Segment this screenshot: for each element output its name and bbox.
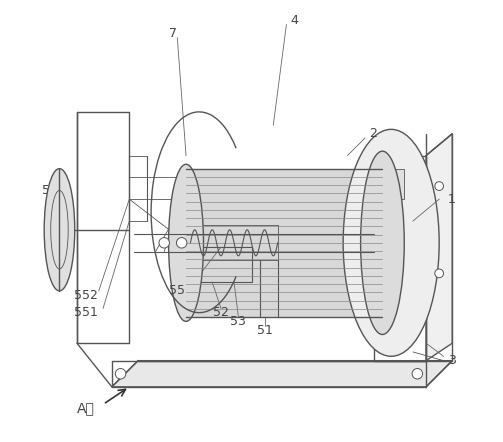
Bar xyxy=(378,169,404,199)
Text: 52: 52 xyxy=(213,306,229,319)
Text: 54: 54 xyxy=(42,184,58,197)
Text: 551: 551 xyxy=(74,306,98,319)
Ellipse shape xyxy=(343,130,439,356)
Bar xyxy=(374,156,426,361)
Text: 53: 53 xyxy=(230,315,246,328)
Text: 7: 7 xyxy=(169,27,177,40)
Polygon shape xyxy=(426,134,452,361)
Circle shape xyxy=(159,238,170,248)
Text: A向: A向 xyxy=(77,402,95,415)
Text: 552: 552 xyxy=(74,289,98,302)
Bar xyxy=(369,212,387,273)
Circle shape xyxy=(177,238,187,248)
Text: 51: 51 xyxy=(257,324,273,337)
Text: 55: 55 xyxy=(170,284,185,297)
Ellipse shape xyxy=(361,151,404,335)
Circle shape xyxy=(115,369,126,379)
Text: 1: 1 xyxy=(448,193,456,206)
Circle shape xyxy=(412,369,423,379)
Ellipse shape xyxy=(44,169,75,291)
Polygon shape xyxy=(186,169,382,317)
Text: 3: 3 xyxy=(448,354,456,367)
Polygon shape xyxy=(112,361,452,387)
Circle shape xyxy=(435,269,444,278)
Bar xyxy=(199,247,252,282)
Circle shape xyxy=(435,182,444,191)
Text: 4: 4 xyxy=(291,14,299,27)
Text: 2: 2 xyxy=(369,127,377,140)
Ellipse shape xyxy=(169,164,204,321)
